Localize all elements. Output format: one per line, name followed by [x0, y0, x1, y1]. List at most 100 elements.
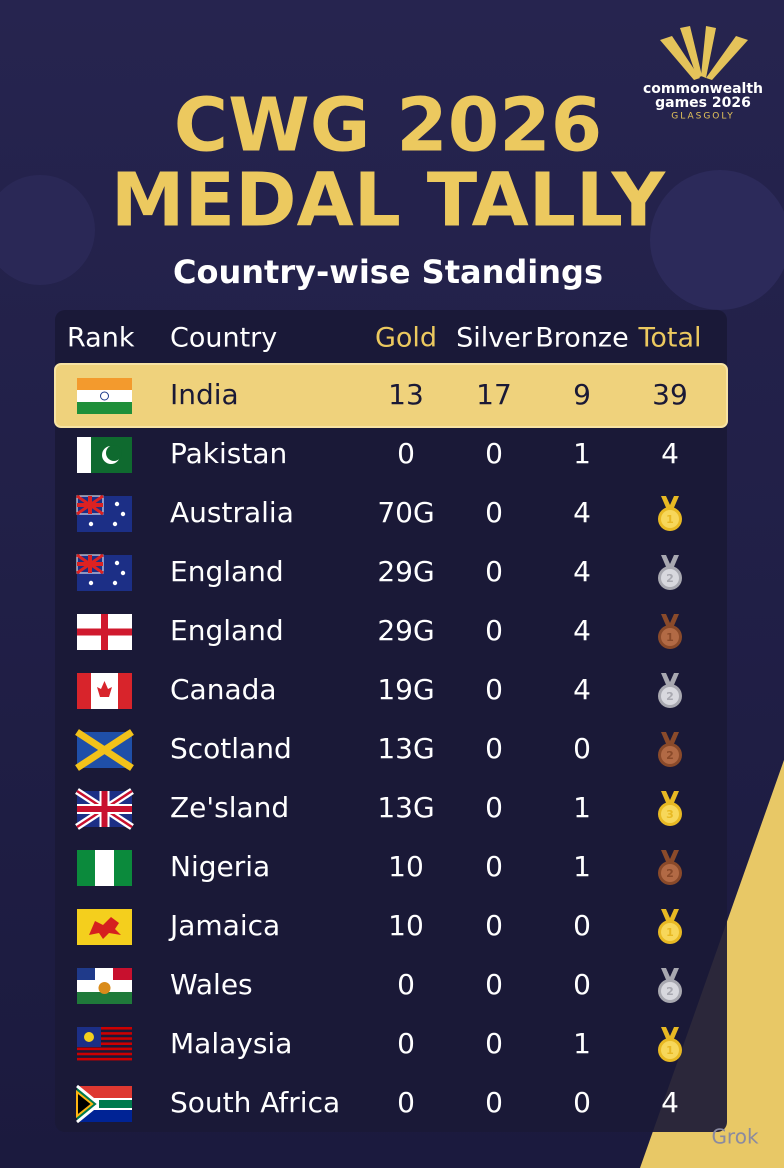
flag-part — [77, 968, 95, 980]
flag-part — [77, 378, 132, 390]
medal-disc — [661, 1041, 679, 1059]
flag — [77, 614, 132, 650]
bronze-count: 0 — [573, 968, 591, 1001]
flag-part — [77, 1057, 132, 1061]
country: Scotland — [170, 732, 292, 765]
medal-number: 2 — [666, 690, 674, 703]
flag-part — [120, 570, 126, 576]
medal-number: 1 — [666, 513, 674, 526]
country: England — [170, 555, 284, 588]
medal-ribbon — [661, 1027, 679, 1041]
silver-count: 17 — [476, 378, 512, 411]
title: MEDAL TALLY — [111, 158, 667, 244]
country: Nigeria — [170, 850, 270, 883]
silver-count: 0 — [485, 909, 503, 942]
flag — [77, 909, 132, 945]
medal-number: 3 — [666, 808, 674, 821]
flag-part — [112, 580, 118, 586]
logo-text: GLASGOLY — [671, 112, 734, 122]
medal-icon: 1 — [658, 909, 682, 944]
medal-icon: 2 — [658, 850, 682, 885]
country: Wales — [170, 968, 253, 1001]
flag-part — [77, 614, 132, 650]
bronze-count: 1 — [573, 437, 591, 470]
gold-count: 13G — [377, 791, 434, 824]
medal-number: 1 — [666, 1044, 674, 1057]
medal-ribbon — [661, 496, 679, 510]
flag-part — [77, 850, 95, 886]
medal-disc — [661, 687, 679, 705]
table-panel — [55, 310, 727, 1132]
bronze-count: 0 — [573, 909, 591, 942]
country: Pakistan — [170, 437, 287, 470]
flag-part — [77, 992, 132, 1004]
bronze-count: 4 — [573, 673, 591, 706]
medal-icon: 2 — [658, 968, 682, 1003]
silver-count: 0 — [485, 732, 503, 765]
gold-count: 29G — [377, 614, 434, 647]
gold-count: 19G — [377, 673, 434, 706]
country: India — [170, 378, 239, 411]
flag-part — [112, 521, 118, 527]
flag-part — [77, 402, 132, 414]
medal-disc — [661, 923, 679, 941]
gold-count: 13 — [388, 378, 424, 411]
silver-count: 0 — [485, 968, 503, 1001]
silver-count: 0 — [485, 437, 503, 470]
flag-part — [77, 673, 91, 709]
country: Malaysia — [170, 1027, 292, 1060]
total-count: 4 — [661, 437, 679, 470]
flag — [76, 553, 132, 591]
silver-count: 0 — [485, 850, 503, 883]
gold-count: 29G — [377, 555, 434, 588]
flag — [77, 1027, 132, 1061]
bronze-count: 9 — [573, 378, 591, 411]
medal-icon: 1 — [658, 1027, 682, 1062]
country: Jamaica — [168, 909, 280, 942]
flag — [76, 494, 132, 532]
medal-ribbon — [661, 673, 679, 687]
bronze-count: 1 — [573, 791, 591, 824]
flag-part — [77, 437, 91, 473]
medal-ribbon — [661, 555, 679, 569]
country: Ze'sland — [170, 791, 289, 824]
flag-part — [77, 1027, 132, 1030]
silver-count: 0 — [485, 791, 503, 824]
flag-part — [77, 1042, 132, 1045]
bronze-count: 0 — [573, 732, 591, 765]
medal-icon: 2 — [658, 732, 682, 767]
medal-disc — [661, 805, 679, 823]
medal-number: 1 — [666, 631, 674, 644]
medal-disc — [661, 510, 679, 528]
flag — [75, 788, 134, 830]
flag-part — [77, 555, 103, 573]
flag-part — [77, 390, 132, 402]
logo-mark — [660, 26, 748, 80]
watermark: Grok — [711, 1125, 759, 1149]
flag-part — [75, 729, 134, 771]
title: CWG 2026 — [174, 83, 602, 169]
flag-part — [106, 445, 122, 461]
country: England — [170, 614, 284, 647]
flag — [76, 1084, 132, 1124]
flag-part — [88, 521, 94, 527]
silver-count: 0 — [485, 1086, 503, 1119]
medal-icon: 2 — [658, 555, 682, 590]
column-header: Country — [170, 323, 277, 354]
flag-part — [114, 560, 120, 566]
gold-count: 0 — [397, 968, 415, 1001]
gold-count: 10 — [388, 909, 424, 942]
silver-count: 0 — [485, 496, 503, 529]
flag — [77, 437, 132, 473]
flag-part — [88, 580, 94, 586]
decor — [0, 175, 95, 285]
gold-count: 0 — [397, 1027, 415, 1060]
bronze-count: 4 — [573, 496, 591, 529]
flag — [77, 968, 132, 1004]
flag-part — [77, 791, 132, 827]
silver-count: 0 — [485, 673, 503, 706]
medal-ribbon — [661, 909, 679, 923]
flag-part — [114, 501, 120, 507]
